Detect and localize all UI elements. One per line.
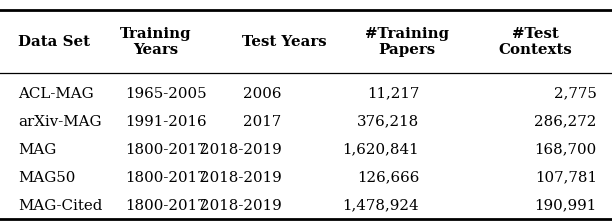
Text: 1800-2017: 1800-2017 xyxy=(125,170,207,185)
Text: 168,700: 168,700 xyxy=(534,143,597,157)
Text: 286,272: 286,272 xyxy=(534,115,597,129)
Text: 376,218: 376,218 xyxy=(357,115,419,129)
Text: 2018-2019: 2018-2019 xyxy=(200,143,282,157)
Text: 107,781: 107,781 xyxy=(535,170,597,185)
Text: MAG-Cited: MAG-Cited xyxy=(18,198,103,213)
Text: Training
Years: Training Years xyxy=(120,27,192,57)
Text: 1965-2005: 1965-2005 xyxy=(125,87,207,101)
Text: #Test
Contexts: #Test Contexts xyxy=(499,27,572,57)
Text: 2006: 2006 xyxy=(243,87,282,101)
Text: 1800-2017: 1800-2017 xyxy=(125,143,207,157)
Text: Test Years: Test Years xyxy=(242,35,327,49)
Text: 126,666: 126,666 xyxy=(357,170,419,185)
Text: 1991-2016: 1991-2016 xyxy=(125,115,207,129)
Text: 190,991: 190,991 xyxy=(534,198,597,213)
Text: #Training
Papers: #Training Papers xyxy=(365,27,449,57)
Text: 11,217: 11,217 xyxy=(367,87,419,101)
Text: MAG50: MAG50 xyxy=(18,170,76,185)
Text: 2,775: 2,775 xyxy=(554,87,597,101)
Text: 2018-2019: 2018-2019 xyxy=(200,170,282,185)
Text: 2018-2019: 2018-2019 xyxy=(200,198,282,213)
Text: 1,620,841: 1,620,841 xyxy=(343,143,419,157)
Text: 1,478,924: 1,478,924 xyxy=(343,198,419,213)
Text: 1800-2017: 1800-2017 xyxy=(125,198,207,213)
Text: Data Set: Data Set xyxy=(18,35,91,49)
Text: 2017: 2017 xyxy=(244,115,282,129)
Text: ACL-MAG: ACL-MAG xyxy=(18,87,94,101)
Text: MAG: MAG xyxy=(18,143,56,157)
Text: arXiv-MAG: arXiv-MAG xyxy=(18,115,102,129)
